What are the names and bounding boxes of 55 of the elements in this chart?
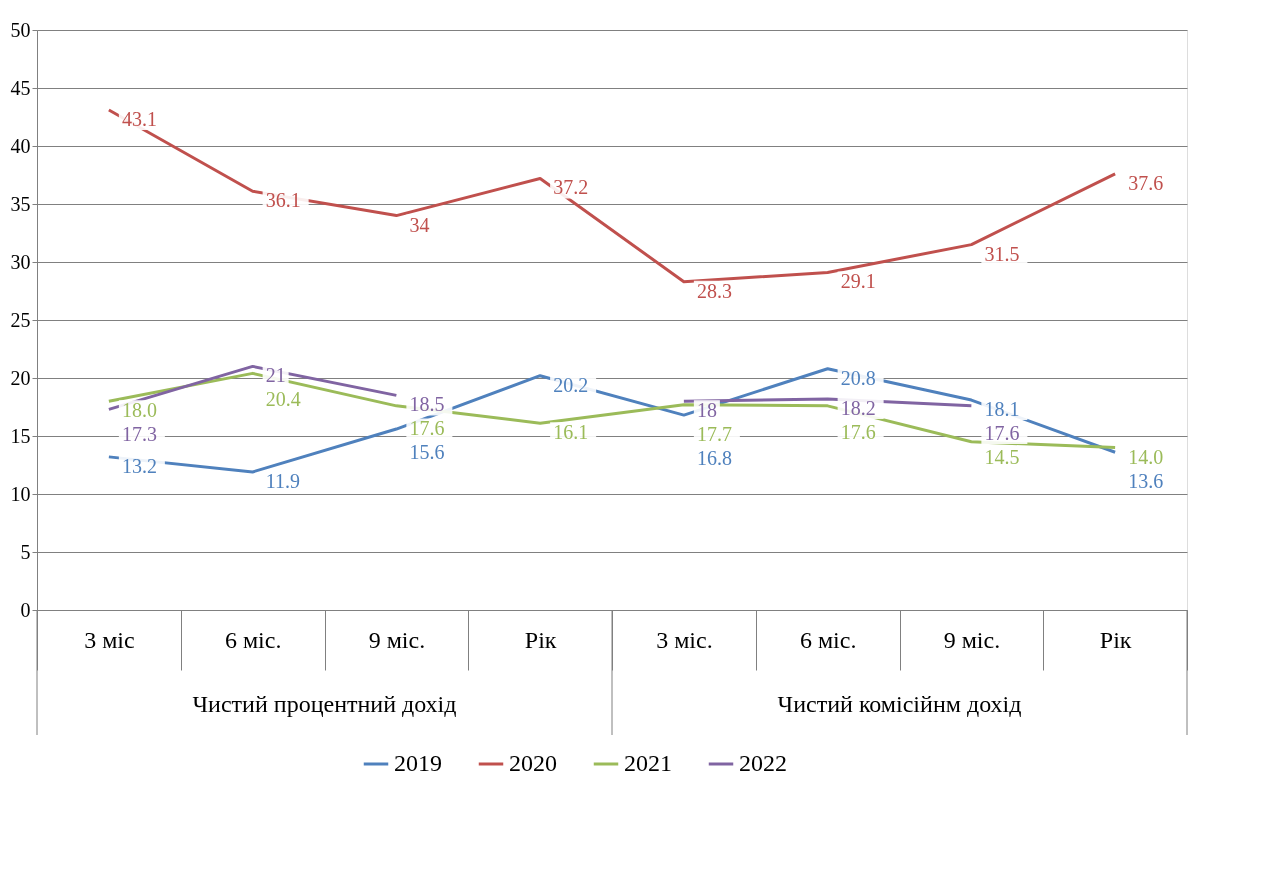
data-label: 18.2 <box>840 396 876 419</box>
y-tick-label: 50 <box>10 18 31 41</box>
data-label: 17.6 <box>984 422 1020 445</box>
data-label: 18.1 <box>984 398 1020 421</box>
y-tick-label: 35 <box>10 192 31 215</box>
x-tick-label: Рік <box>1099 626 1132 653</box>
data-label: 37.6 <box>1128 171 1164 194</box>
legend-label: 2020 <box>509 750 557 776</box>
data-label: 43.1 <box>121 108 157 131</box>
x-tick-label: 9 міс. <box>368 626 426 653</box>
data-label: 29.1 <box>840 270 876 293</box>
data-label: 16.8 <box>696 447 732 470</box>
y-tick-label: 25 <box>10 308 31 331</box>
data-label: 17.7 <box>696 423 732 446</box>
data-label: 20.8 <box>840 366 876 389</box>
data-label: 16.1 <box>553 421 589 444</box>
legend-label: 2019 <box>394 750 442 776</box>
data-label: 17.3 <box>121 423 157 446</box>
data-label: 13.2 <box>121 454 157 477</box>
data-label: 20.2 <box>553 373 589 396</box>
x-tick-label: 9 міс. <box>943 626 1001 653</box>
x-tick-label: 6 міс. <box>799 626 857 653</box>
data-label: 14.5 <box>984 446 1020 469</box>
x-tick-label: 3 міс. <box>656 626 713 653</box>
y-tick-label: 0 <box>20 598 31 621</box>
x-tick-label: 3 міс <box>84 626 135 653</box>
data-label: 20.4 <box>265 388 301 411</box>
data-label: 21 <box>265 364 286 387</box>
y-tick-label: 20 <box>10 366 31 389</box>
data-label: 28.3 <box>696 279 732 302</box>
x-tick-label: 6 міс. <box>224 626 282 653</box>
y-tick-label: 45 <box>10 76 31 99</box>
data-label: 13.6 <box>1128 469 1164 492</box>
data-label: 34 <box>409 213 430 236</box>
y-tick-label: 15 <box>10 424 31 447</box>
y-tick-label: 40 <box>10 134 31 157</box>
text: Чистий комісійнм дохід <box>777 691 1022 717</box>
data-label: 18.0 <box>121 399 157 422</box>
data-label: 18 <box>696 399 717 422</box>
y-tick-label: 5 <box>20 540 31 563</box>
data-label: 15.6 <box>409 441 445 464</box>
data-label: 14.0 <box>1128 445 1164 468</box>
x-tick-label: Рік <box>524 626 557 653</box>
y-tick-label: 10 <box>10 482 31 505</box>
data-label: 18.5 <box>409 393 445 416</box>
data-label: 36.1 <box>265 189 301 212</box>
text: Чистий процентний дохід <box>192 691 457 717</box>
legend-label: 2022 <box>739 750 787 776</box>
data-label: 31.5 <box>984 242 1020 265</box>
data-label: 37.2 <box>553 176 589 199</box>
legend-label: 2021 <box>624 750 672 776</box>
y-tick-label: 30 <box>10 250 31 273</box>
data-label: 11.9 <box>265 469 300 492</box>
data-label: 17.6 <box>840 420 876 443</box>
data-label: 17.6 <box>409 417 445 440</box>
